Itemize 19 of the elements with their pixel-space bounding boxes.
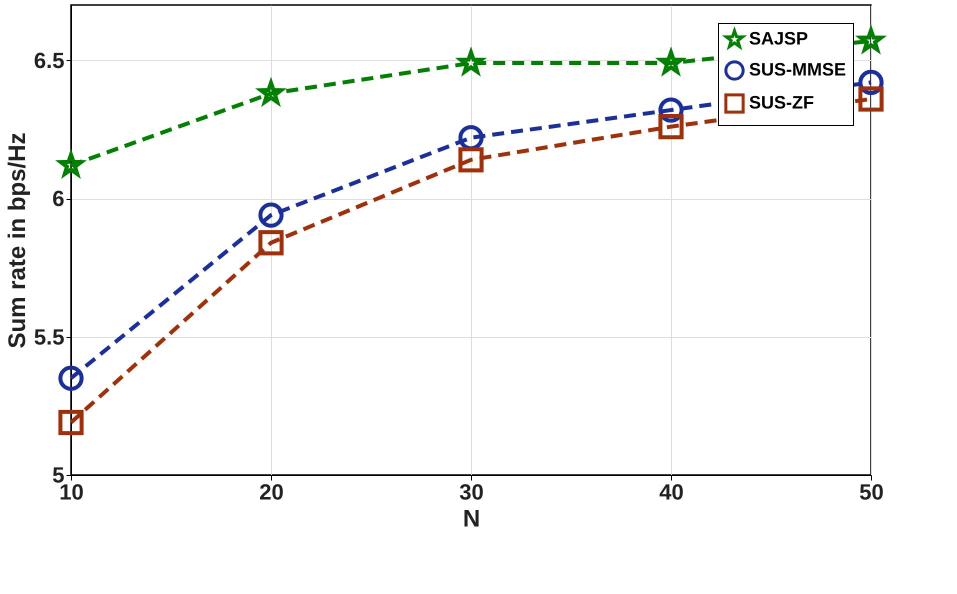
x-tick-label: 30 xyxy=(459,480,484,504)
point xyxy=(458,147,484,172)
legend-label: SUS-ZF xyxy=(749,92,814,112)
y-axis-title: Sum rate in bps/Hz xyxy=(4,132,31,349)
legend-label: SUS-MMSE xyxy=(749,60,846,80)
x-tick-label: 50 xyxy=(859,480,884,504)
legend-label: SAJSP xyxy=(749,28,808,48)
point xyxy=(658,114,684,140)
x-tick-label: 40 xyxy=(659,480,684,504)
point xyxy=(58,410,84,436)
point xyxy=(258,230,284,256)
point xyxy=(258,202,284,228)
point xyxy=(58,366,84,391)
x-tick-label: 20 xyxy=(259,480,284,504)
y-tick-label: 6 xyxy=(52,186,64,212)
y-tick-label: 6.5 xyxy=(34,48,64,73)
point xyxy=(858,86,884,112)
x-axis-title: N xyxy=(462,506,480,532)
y-tick-label: 5.5 xyxy=(34,324,64,350)
